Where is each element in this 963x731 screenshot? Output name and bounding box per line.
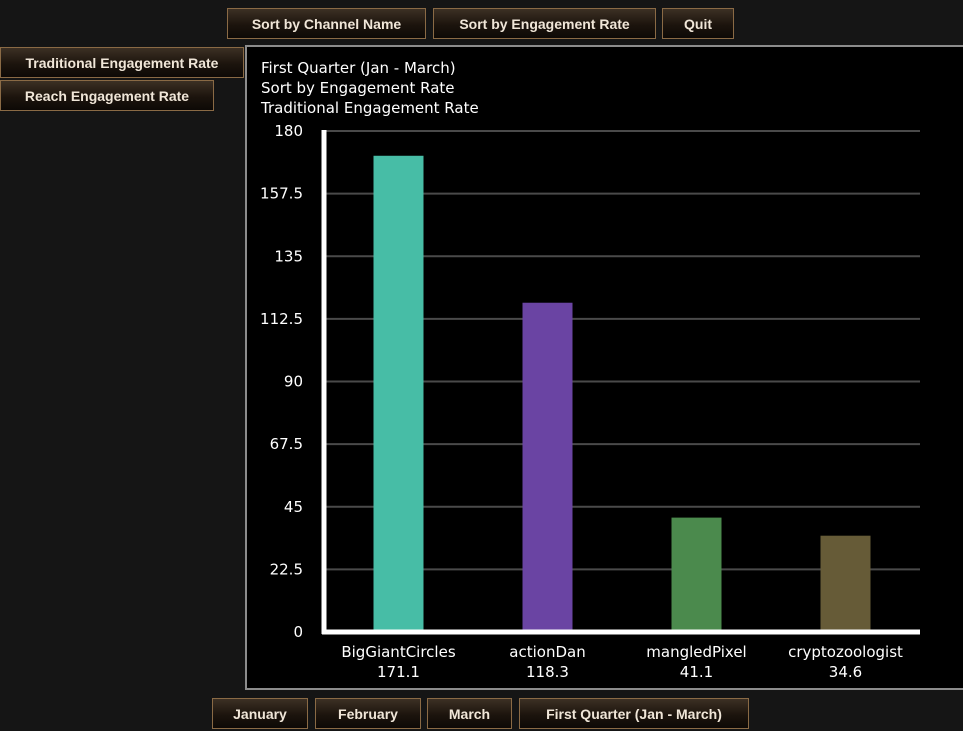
january-button[interactable]: January <box>212 698 308 729</box>
traditional-engagement-rate-button[interactable]: Traditional Engagement Rate <box>0 47 244 78</box>
february-button[interactable]: February <box>315 698 421 729</box>
sort-by-engagement-rate-button[interactable]: Sort by Engagement Rate <box>433 8 656 39</box>
march-button[interactable]: March <box>427 698 512 729</box>
reach-engagement-rate-button[interactable]: Reach Engagement Rate <box>0 80 214 111</box>
sort-by-channel-name-button[interactable]: Sort by Channel Name <box>227 8 426 39</box>
chart-title-period: First Quarter (Jan - March) <box>261 59 456 77</box>
quit-button[interactable]: Quit <box>662 8 734 39</box>
chart-title-metric: Traditional Engagement Rate <box>261 99 479 117</box>
chart-panel <box>245 45 963 690</box>
chart-title-sort: Sort by Engagement Rate <box>261 79 455 97</box>
first-quarter-button[interactable]: First Quarter (Jan - March) <box>519 698 749 729</box>
